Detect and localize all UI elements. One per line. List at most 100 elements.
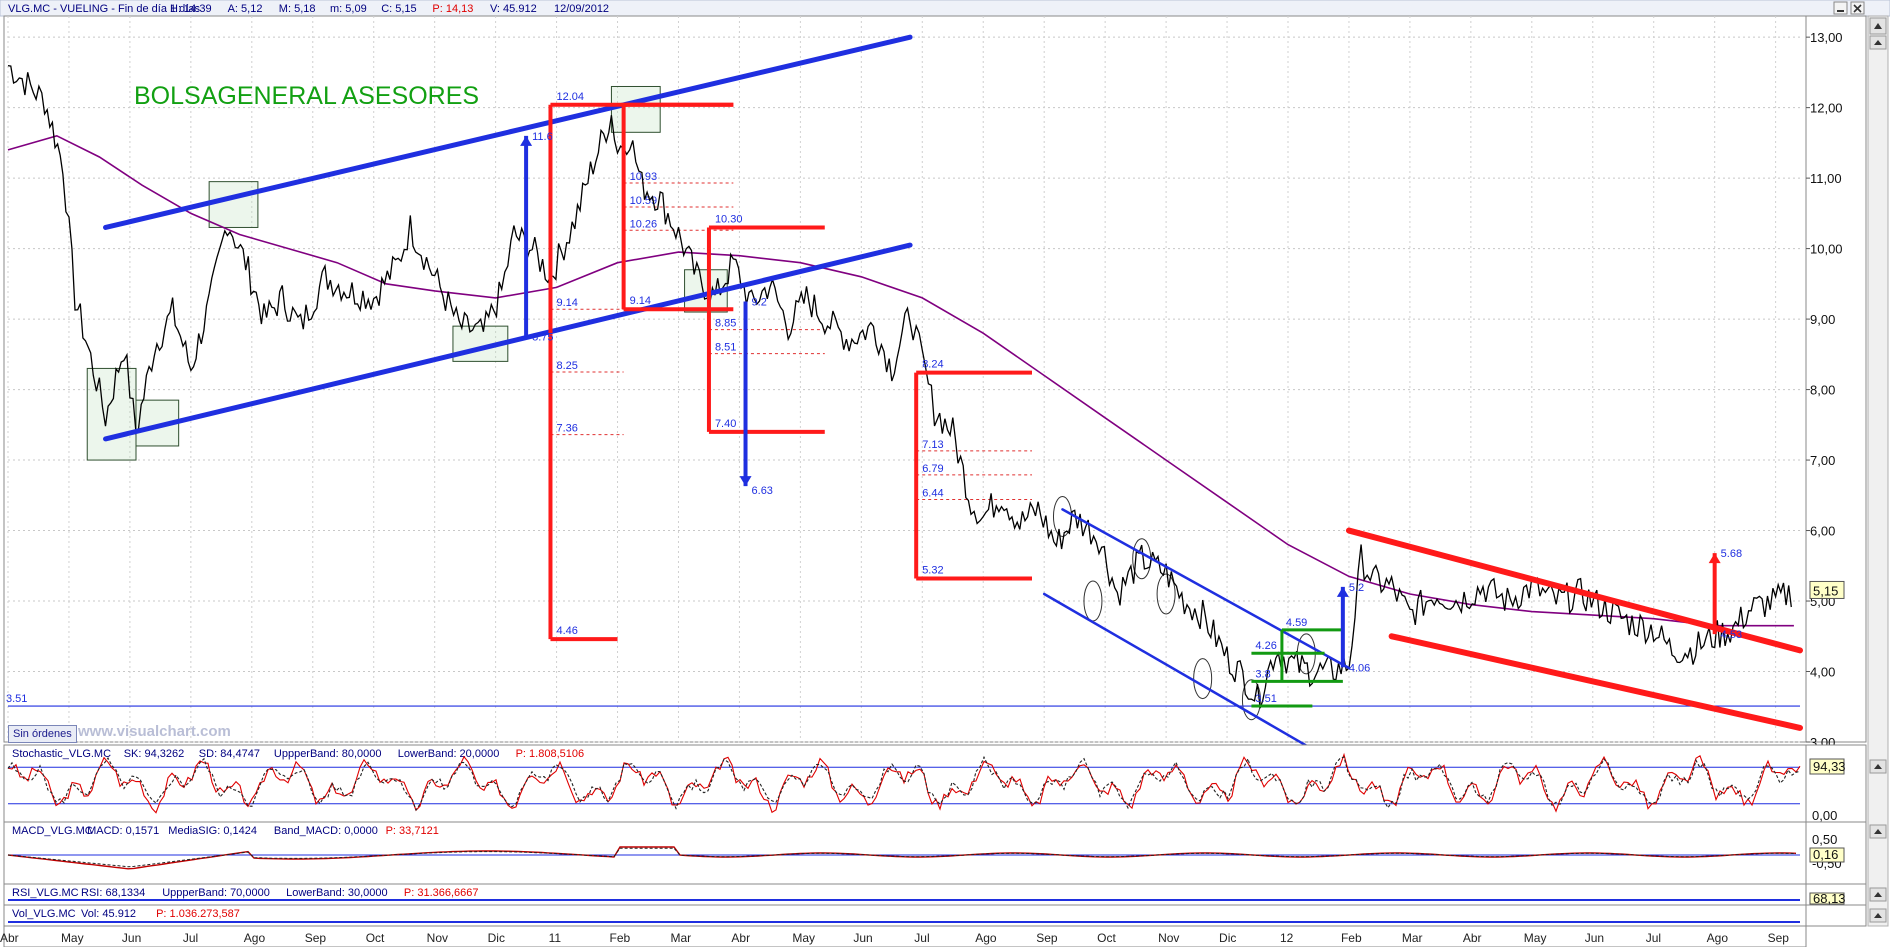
blue-target-arrow-2-origin-label: 9.2 — [752, 296, 767, 308]
vol-axis — [1805, 904, 1867, 927]
minimize-button[interactable] — [1833, 1, 1848, 15]
macd-last-box — [1809, 847, 1845, 863]
brand-watermark: BOLSAGENERAL ASESORES — [134, 82, 479, 110]
stochastic-panel: Stochastic_VLG.MC SK: 94,3262 SD: 84,4747 U… — [3, 744, 1867, 823]
price-axis — [1805, 15, 1867, 743]
site-watermark: www.visualchart.com — [77, 723, 231, 740]
green-level-label: 3.51 — [1255, 693, 1276, 705]
panel-scroll-buttons — [1869, 35, 1887, 923]
macd-signal-line — [7, 847, 1797, 868]
macd-header-3: Band_MACD: 0,0000 — [274, 825, 378, 837]
trend-channels — [103, 34, 1803, 747]
time-tick-label: Jul — [183, 931, 198, 945]
pivot-ellipse — [1156, 573, 1176, 615]
blue-target-arrow-1: 11.6 8.75 — [520, 131, 554, 344]
red-down-upper — [1345, 527, 1803, 654]
macd-header-4: P: 33,7121 — [386, 825, 439, 837]
pivot-box — [610, 85, 661, 133]
pivot-ellipses — [1052, 495, 1316, 721]
red-bracket-feb-2011-bottom-label: 4.46 — [556, 625, 577, 637]
price-series — [7, 64, 1792, 709]
fib-level-label: 8.85 — [715, 318, 736, 330]
vol-header-0: Vol_VLG.MC — [12, 908, 76, 920]
price-tick-label: 9,00 — [1810, 312, 1835, 327]
blue-lower-channel — [103, 242, 913, 442]
rsi-header-0: RSI_VLG.MC — [12, 887, 79, 899]
time-tick-label: Sep — [305, 931, 327, 945]
fib-level-label: 10.93 — [630, 171, 658, 183]
stoch-sd-line — [7, 755, 1801, 812]
moving-average-series — [7, 134, 1794, 627]
rsi-last-label: 68,13 — [1813, 891, 1846, 906]
vertical-scrollbar[interactable] — [1867, 15, 1889, 927]
last-price-label: 5,15 — [1813, 583, 1838, 598]
orders-button[interactable]: Sin órdenes — [8, 725, 77, 743]
price-tick-label: 4,00 — [1810, 665, 1835, 680]
price-panel-scroll[interactable] — [1869, 35, 1887, 50]
macd-panel-scroll[interactable] — [1869, 824, 1887, 839]
price-axis-ticks: 3,004,005,006,007,008,009,0010,0011,0012… — [1806, 30, 1845, 750]
macd-last-label: 0,16 — [1813, 847, 1838, 862]
stochastic-panel-scroll[interactable] — [1869, 759, 1887, 774]
chevron-up-icon — [1874, 764, 1882, 769]
chevron-up-icon — [1874, 40, 1882, 45]
red-bracket-mar-2011: 10.30 7.40 — [706, 213, 825, 434]
blue-upper-channel — [103, 34, 913, 230]
time-tick-label: Dic — [1219, 931, 1236, 945]
time-tick-label: 12 — [1280, 931, 1294, 945]
fib-level-label: 8.25 — [556, 360, 577, 372]
red-bracket-mar-2011-top-label: 10.30 — [715, 213, 743, 225]
rsi-frame — [3, 883, 1807, 906]
rsi-panel-scroll[interactable] — [1869, 887, 1887, 902]
red-bracket-feb-2011-top-label: 12.04 — [556, 91, 584, 103]
time-tick-label: Jul — [1646, 931, 1661, 945]
blue-target-arrow-2: 6.63 9.2 — [739, 296, 773, 497]
blue-target-arrow-3-origin-label: 4.06 — [1349, 662, 1370, 674]
close-button[interactable] — [1850, 1, 1865, 15]
time-tick-label: Nov — [1158, 931, 1179, 945]
stoch-header-2: SD: 84,4747 — [199, 748, 260, 760]
time-tick-label: May — [61, 931, 84, 945]
stoch-tick-label: 0,00 — [1812, 808, 1837, 823]
green-consolidation-levels: 4.59 4.26 3.8 3.51 — [1251, 617, 1343, 708]
support-line-label: 3.51 — [6, 693, 27, 705]
chevron-up-icon — [1874, 829, 1882, 834]
pivot-box — [208, 181, 259, 228]
arrowhead-icon — [1708, 553, 1721, 564]
red-bracket-feb-mar: 9.14 — [621, 102, 734, 312]
stoch-header-1: SK: 94,3262 — [124, 748, 185, 760]
stoch-header-0: Stochastic_VLG.MC — [12, 748, 111, 760]
price-tick-label: 10,00 — [1810, 242, 1843, 257]
fib-level-label: 7.36 — [556, 423, 577, 435]
time-tick-label: Sep — [1036, 931, 1058, 945]
volume-panel-scroll[interactable] — [1869, 908, 1887, 923]
time-tick-label: Oct — [1097, 931, 1116, 945]
time-tick-label: Jun — [1585, 931, 1604, 945]
time-tick-label: Ago — [244, 931, 266, 945]
quote-field-1: A: 5,12 — [228, 3, 263, 15]
blue-target-arrow-3-target-label: 5.2 — [1349, 582, 1364, 594]
blue-target-arrow-1-origin-label: 8.75 — [532, 332, 553, 344]
green-level-label: 4.26 — [1255, 640, 1276, 652]
time-tick-label: Mar — [670, 931, 691, 945]
time-tick-label: Abr — [1463, 931, 1482, 945]
red-down-lower — [1388, 633, 1803, 731]
rsi-panel: RSI_VLG.MC RSI: 68,1334 UppperBand: 70,000… — [3, 883, 1867, 906]
time-tick-label: Sep — [1768, 931, 1790, 945]
price-tick-label: 11,00 — [1810, 171, 1842, 186]
time-tick-label: 11 — [549, 931, 562, 945]
time-tick-label: Abr — [731, 931, 750, 945]
arrowhead-icon — [739, 476, 752, 487]
scroll-up-button[interactable] — [1869, 17, 1887, 35]
rsi-header-1: RSI: 68,1334 — [81, 887, 145, 899]
time-tick-label: Feb — [1341, 931, 1362, 945]
support-resistance-boxes — [86, 85, 728, 461]
time-tick-label: Oct — [366, 931, 385, 945]
pivot-ellipse — [1241, 679, 1261, 721]
macd-tick-label-upper: 0,50 — [1812, 832, 1837, 847]
rsi-header-2: UppperBand: 70,0000 — [162, 887, 270, 899]
support-line: 3.51 — [6, 693, 1800, 707]
time-tick-label: Ago — [1707, 931, 1729, 945]
